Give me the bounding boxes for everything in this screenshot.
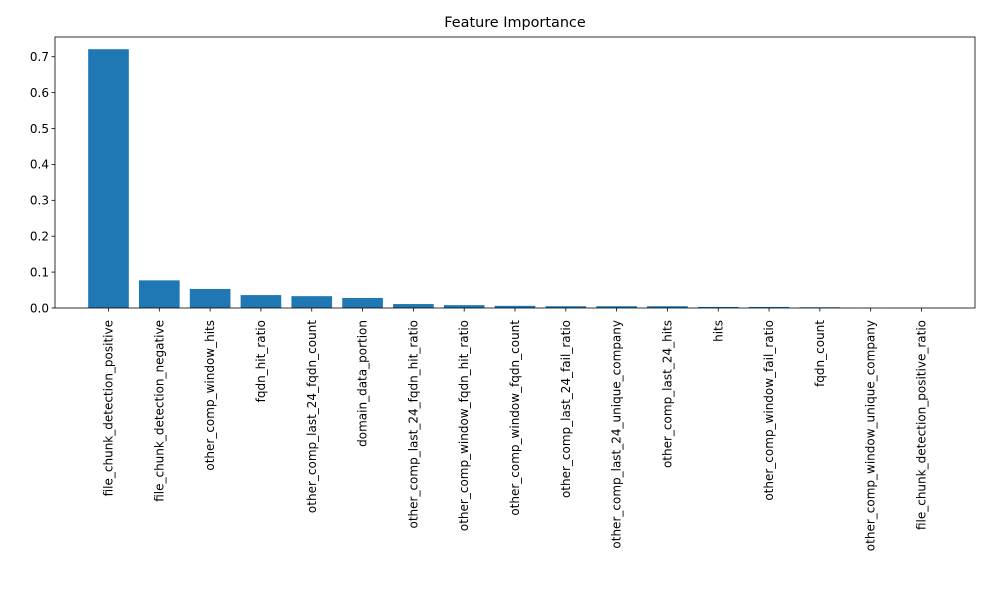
x-axis: file_chunk_detection_positive file_chunk_… <box>102 308 929 551</box>
chart-title: Feature Importance <box>444 15 586 31</box>
bar-fqdn_hit_ratio <box>240 295 282 308</box>
bar-other_comp_window_fqdn_count <box>494 305 536 308</box>
x-tick-label: other_comp_window_fqdn_count <box>508 320 522 516</box>
bar-other_comp_window_fail_ratio <box>748 306 790 308</box>
x-tick-label: hits <box>711 320 725 342</box>
x-tick-label: other_comp_window_fqdn_hit_ratio <box>457 320 471 531</box>
plot-frame <box>54 36 976 309</box>
bar-file_chunk_detection_negative <box>138 280 180 308</box>
bar-other_comp_last_24_fqdn_hit_ratio <box>393 304 434 308</box>
bar-other_comp_last_24_fail_ratio <box>545 306 587 308</box>
x-tick-label: domain_data_portion <box>356 320 370 447</box>
x-tick-label: other_comp_window_fail_ratio <box>762 320 776 501</box>
y-tick-label: 0.0 <box>30 301 49 315</box>
y-tick-label: 0.5 <box>30 122 49 136</box>
y-tick-label: 0.1 <box>30 265 49 279</box>
x-tick-label: other_comp_last_24_fqdn_count <box>305 320 319 513</box>
bar-other_comp_last_24_unique_company <box>596 306 637 308</box>
bar-other_comp_last_24_fqdn_count <box>291 296 333 308</box>
x-tick-label: fqdn_count <box>813 320 827 387</box>
x-tick-label: fqdn_hit_ratio <box>254 320 268 402</box>
x-tick-label: other_comp_last_24_fqdn_hit_ratio <box>406 320 420 529</box>
bars-group <box>88 49 942 308</box>
x-tick-label: other_comp_window_hits <box>203 320 217 471</box>
y-axis: 0.0 0.1 0.2 0.3 0.4 0.5 0.6 0.7 <box>30 50 55 315</box>
y-tick-label: 0.7 <box>30 50 49 64</box>
x-tick-label: other_comp_last_24_fail_ratio <box>559 320 573 498</box>
y-tick-label: 0.4 <box>30 158 49 172</box>
bar-other_comp_window_fqdn_hit_ratio <box>443 305 485 308</box>
x-tick-label: file_chunk_detection_positive <box>102 320 116 496</box>
x-tick-label: other_comp_last_24_hits <box>660 320 674 468</box>
y-tick-label: 0.3 <box>30 194 49 208</box>
bar-file_chunk_detection_positive <box>88 49 129 308</box>
y-tick-label: 0.2 <box>30 230 49 244</box>
y-tick-label: 0.6 <box>30 86 49 100</box>
x-tick-label: other_comp_window_unique_company <box>864 320 878 551</box>
bar-other_comp_window_hits <box>189 288 231 308</box>
x-tick-label: other_comp_last_24_unique_company <box>610 320 624 549</box>
bar-domain_data_portion <box>342 297 383 308</box>
x-tick-label: file_chunk_detection_negative <box>152 320 166 502</box>
bar-hits <box>697 306 739 308</box>
bar-other_comp_last_24_hits <box>647 306 688 308</box>
x-tick-label: file_chunk_detection_positive_ratio <box>915 320 929 530</box>
